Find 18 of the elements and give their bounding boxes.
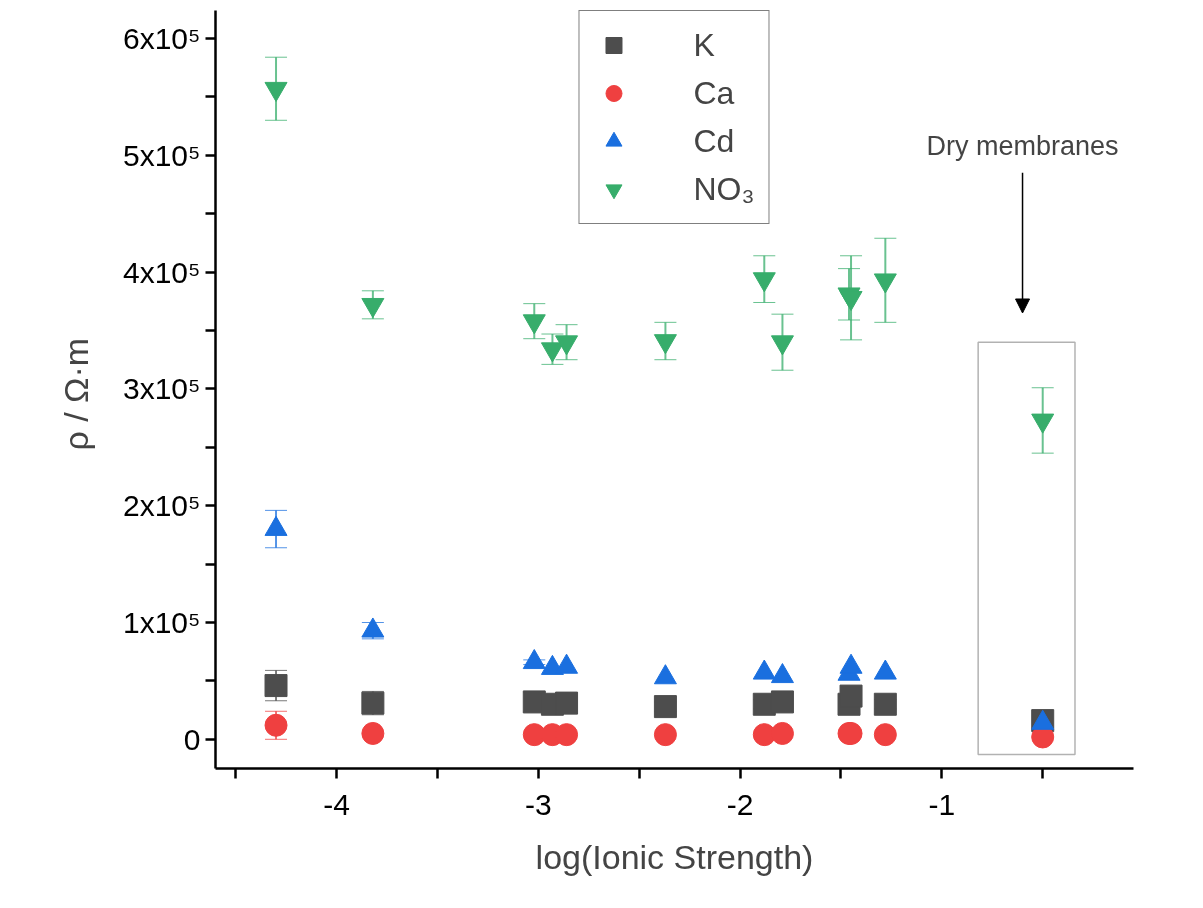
y-tick-label: 5x10⁵ — [123, 138, 201, 172]
x-tick-label: -2 — [726, 787, 754, 821]
y-tick-label: 0 — [183, 722, 201, 756]
y-tick-label: 6x10⁵ — [123, 22, 201, 56]
y-tick-label: 3x10⁵ — [123, 372, 201, 406]
legend-label: K — [693, 26, 715, 64]
legend-label: Ca — [693, 74, 735, 112]
x-tick-label: -4 — [323, 787, 350, 821]
y-tick-label: 4x10⁵ — [123, 255, 201, 289]
annotation: Dry membranes — [926, 131, 1119, 162]
x-axis-title: log(Ionic Strength) — [535, 837, 814, 876]
legend-label: NO₃ — [693, 170, 755, 208]
legend-label: Cd — [693, 122, 735, 160]
x-tick-label: -1 — [928, 787, 956, 821]
y-tick-label: 2x10⁵ — [123, 489, 201, 523]
x-tick-label: -3 — [524, 787, 552, 821]
y-tick-label: 1x10⁵ — [123, 606, 201, 640]
y-axis-title: ρ / Ω·m — [57, 337, 96, 451]
